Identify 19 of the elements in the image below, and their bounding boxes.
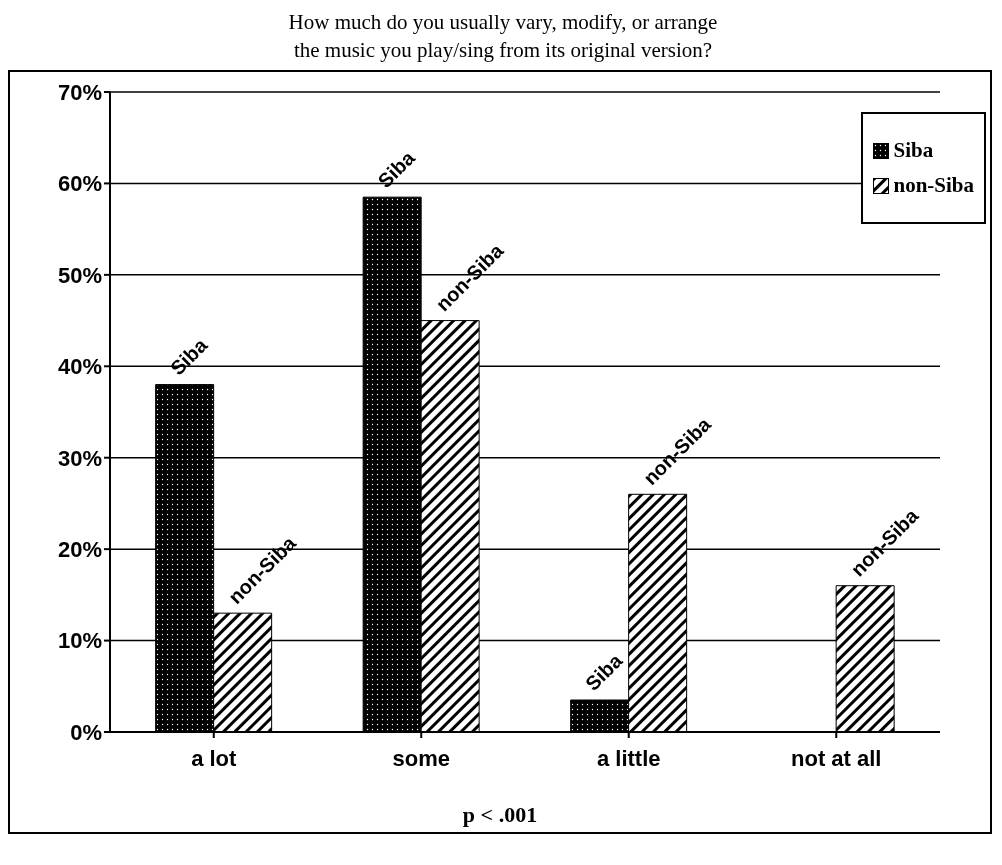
x-tick-label: some [392,745,450,771]
text: Siba [373,146,419,192]
y-tick-label: 40% [57,354,102,380]
legend-label: non-Siba [892,173,974,198]
x-tick-label: a little [596,745,661,771]
y-tick-label: 50% [57,262,102,288]
legend-label: Siba [892,138,935,163]
chart-title: How much do you usually vary, modify, or arrange the music you play/sing from its original version? [287,9,719,64]
text: Siba [580,649,627,695]
text: p < .001 [461,802,539,828]
y-tick-label: 20% [57,536,102,562]
x-tick-label: a lot [191,745,238,771]
y-tick-label: 10% [57,628,102,654]
text: Siba [165,333,212,380]
y-tick-label: 30% [57,445,102,471]
x-tick-label: not at all [791,745,882,771]
y-tick-label: 60% [57,171,102,197]
y-tick-label: 0% [70,719,102,745]
y-tick-label: 70% [57,79,102,105]
